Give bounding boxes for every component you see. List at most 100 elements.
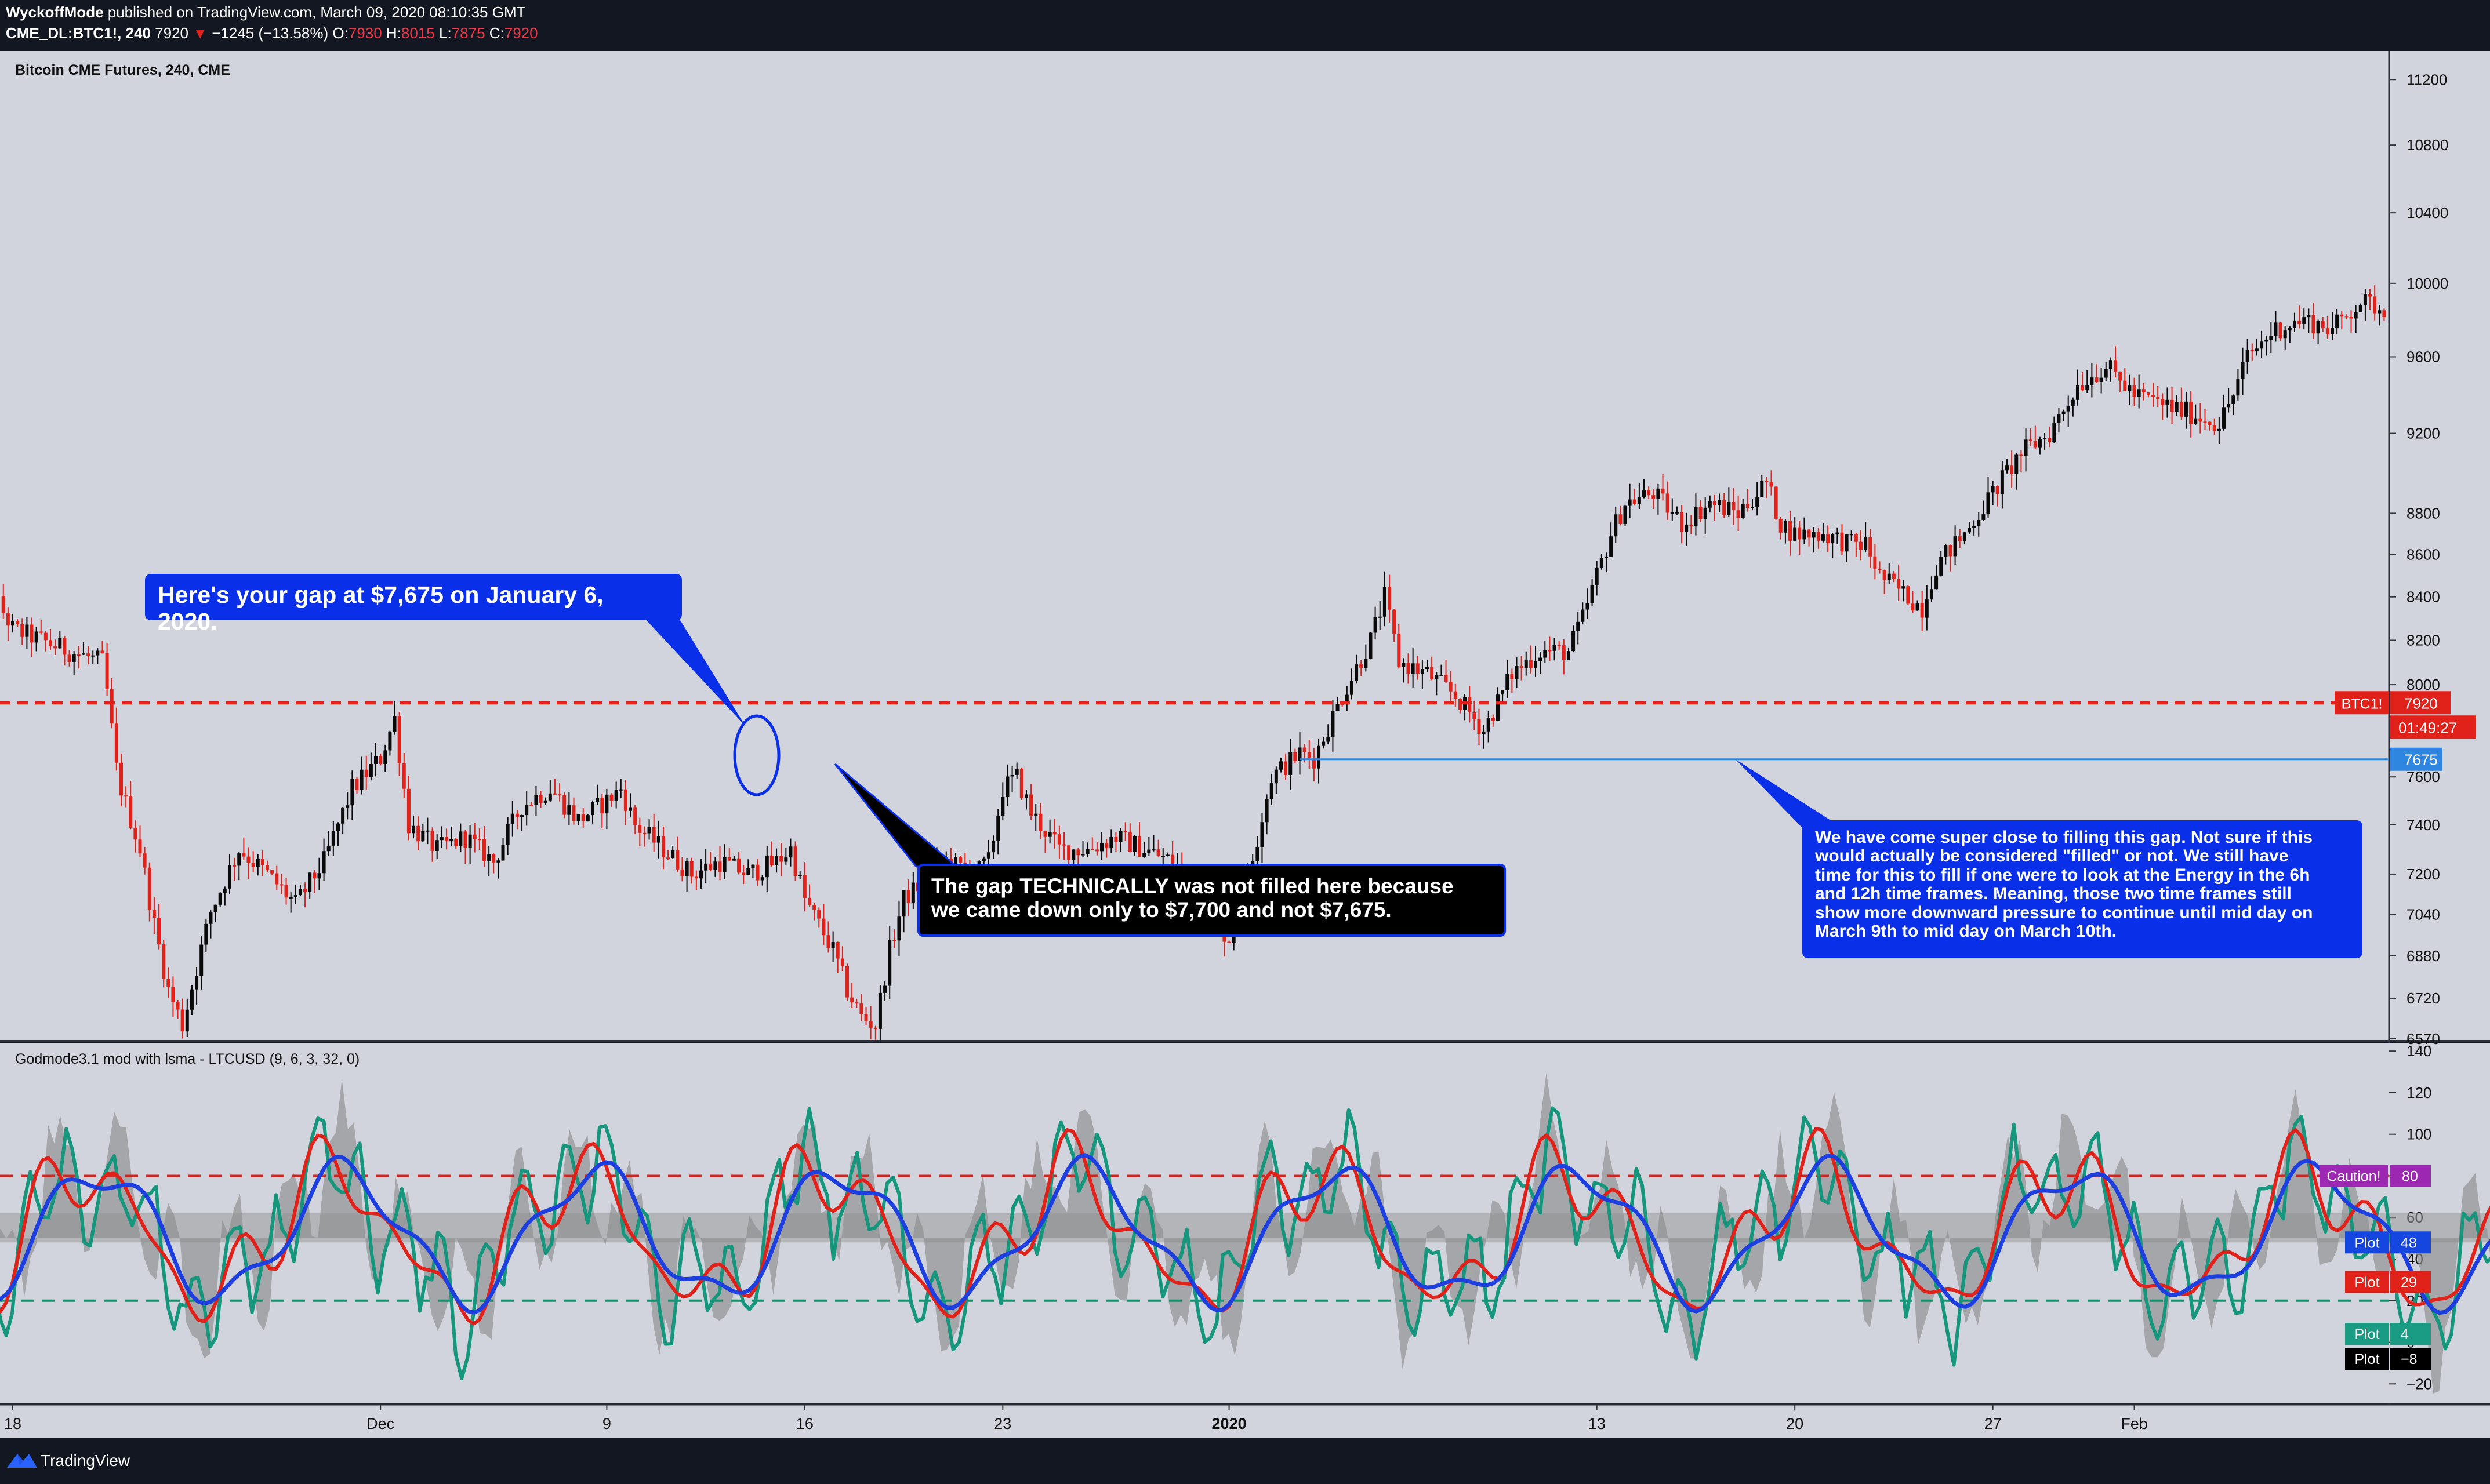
candle-body [1651, 495, 1656, 499]
candle-body [864, 1014, 868, 1021]
candle-body [2354, 312, 2358, 319]
candle-body [765, 855, 769, 878]
price-tick-label: 6570 [2406, 1030, 2440, 1047]
candle-body [2250, 350, 2254, 352]
time-axis: 18 Dec 9 16 23 2020 13 20 27 Feb [4, 1405, 2148, 1432]
candle-body [992, 841, 996, 853]
high-label: H: [386, 24, 401, 42]
candle-body [647, 827, 651, 834]
candle-body [2123, 380, 2127, 391]
candle-body [1515, 666, 1519, 679]
candle-body [609, 794, 614, 801]
candle-body [1505, 674, 1509, 690]
price-tick-label: 7200 [2406, 865, 2440, 883]
candle-body [2151, 395, 2155, 397]
candle-body [2005, 465, 2009, 471]
candle-body [1557, 645, 1561, 646]
candle-body [996, 816, 1000, 841]
candle-body [313, 872, 317, 879]
candle-body [1915, 603, 1919, 611]
candle-body [676, 850, 680, 870]
candle-body [30, 624, 34, 643]
candle-body [1897, 579, 1901, 589]
candle-body [6, 613, 10, 626]
candle-body [275, 873, 279, 885]
candle-body [1345, 694, 1349, 704]
time-axis-area[interactable] [0, 1405, 2490, 1438]
candle-body [369, 763, 373, 777]
tradingview-brand[interactable]: TradingView [41, 1452, 130, 1470]
symbol-label[interactable]: CME_DL:BTC1!, 240 [6, 24, 151, 42]
candle-body [959, 857, 963, 863]
candle-body [1529, 660, 1533, 668]
candle-body [709, 863, 713, 870]
candle-body [270, 870, 274, 874]
candle-body [162, 944, 166, 979]
candle-body [798, 875, 802, 876]
price-axis-area[interactable] [2389, 51, 2490, 1041]
close-line-4: and 12h time frames. Meaning, those two … [1815, 884, 2292, 904]
candle-body [195, 976, 199, 990]
candle-body [1632, 499, 1636, 505]
candle-body [619, 789, 623, 791]
indicator-slow-line [0, 1153, 2490, 1315]
candle-body [2071, 399, 2075, 406]
candle-body [430, 830, 434, 851]
gap-circle [733, 714, 781, 796]
candle-body [256, 859, 260, 867]
candle-body [784, 857, 788, 862]
candle-body [1472, 712, 1476, 719]
candle-body [1387, 587, 1391, 610]
candle-body [614, 790, 618, 801]
candle-body [1859, 541, 1863, 550]
indicator-tick-label: 120 [2406, 1084, 2431, 1101]
candle-body [803, 875, 807, 898]
close-line-1: We have come super close to filling this… [1815, 828, 2313, 847]
tradingview-logo-icon[interactable] [6, 1450, 38, 1470]
candle-body [1123, 831, 1127, 832]
candle-body [1397, 634, 1401, 668]
candle-body [346, 805, 350, 808]
candle-body [34, 631, 38, 643]
candle-body [1156, 849, 1160, 857]
gap-callout-pointer [644, 617, 745, 726]
candle-body [1868, 537, 1872, 556]
candle-body [171, 987, 175, 1002]
candle-body [110, 689, 114, 724]
candle-body [869, 1021, 873, 1028]
candle-body [213, 904, 217, 913]
candle-body [2189, 401, 2193, 424]
candle-body [760, 877, 764, 881]
candle-body [629, 807, 633, 811]
candle-body [1807, 529, 1811, 538]
candle-body [412, 825, 416, 834]
candle-body [157, 918, 161, 945]
candle-body [1665, 493, 1669, 513]
candle-body [1826, 534, 1830, 544]
publish-text: published on TradingView.com, March 09, … [107, 3, 526, 21]
candle-body [1161, 856, 1165, 857]
candle-body [53, 646, 57, 649]
candle-body [1618, 514, 1623, 524]
chart-area[interactable]: 11200 10800 10400 10000 9600 9200 8800 8600 8400… [0, 0, 2490, 1438]
candle-body [2382, 310, 2386, 317]
candle-body [2137, 389, 2141, 397]
candle-body [543, 800, 547, 803]
candle-body [1543, 650, 1547, 658]
current-price-tag-bg [2390, 691, 2451, 715]
candle-body [284, 885, 288, 898]
candle-body [2245, 350, 2249, 362]
symbol-tag-bg [2335, 691, 2389, 715]
price-tick-label: 8200 [2406, 631, 2440, 649]
candle-body [982, 858, 986, 861]
candle-body [426, 830, 430, 832]
author-name[interactable]: WyckoffMode [6, 3, 104, 21]
candle-body [492, 854, 496, 863]
candle-body [1571, 631, 1576, 652]
candle-body [2165, 399, 2169, 405]
candle-body [1722, 500, 1726, 515]
candle-body [1293, 751, 1297, 761]
candle-body [1783, 521, 1787, 533]
candle-body [652, 827, 656, 843]
candle-body [586, 815, 590, 821]
